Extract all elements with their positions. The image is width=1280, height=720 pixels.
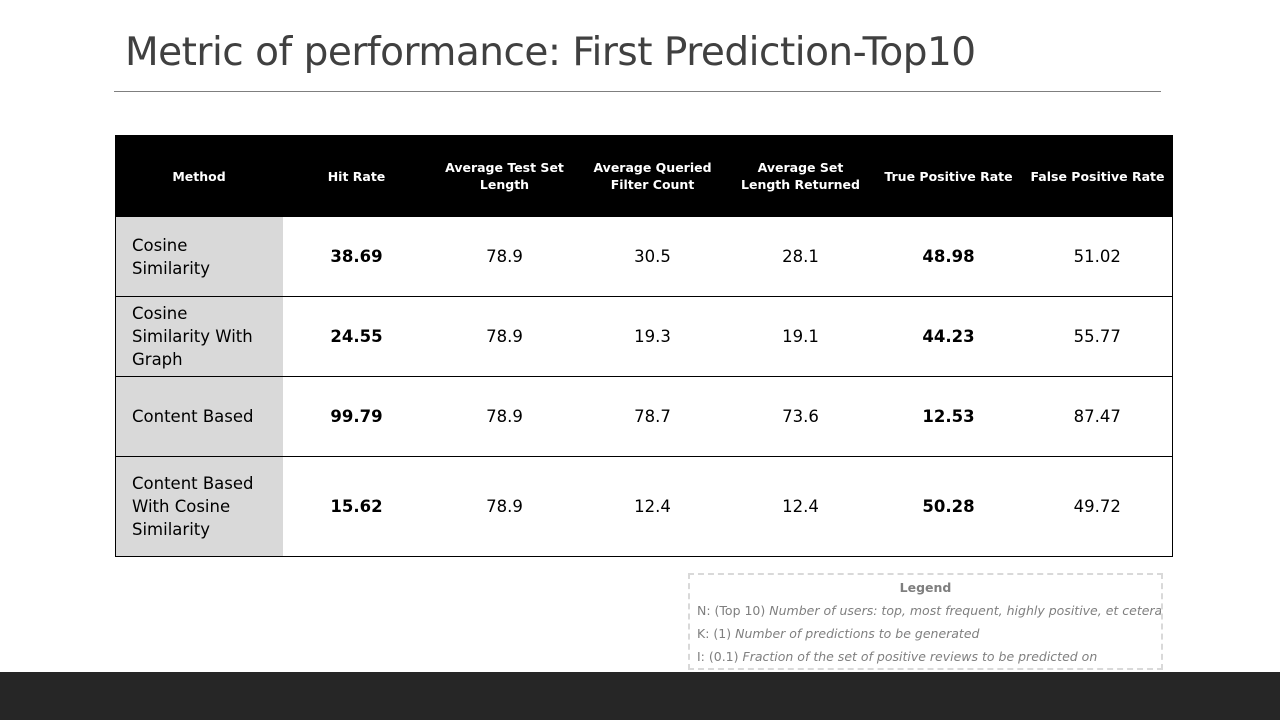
table-row: Cosine Similarity With Graph 24.55 78.9 …	[115, 296, 1173, 377]
true-positive-rate-cell: 44.23	[874, 296, 1023, 377]
set-length-returned-cell: 19.1	[726, 296, 875, 377]
false-positive-rate-cell: 87.47	[1022, 376, 1173, 457]
method-cell: Content Based With Cosine Similarity	[115, 456, 283, 557]
legend-key: I: (0.1)	[697, 649, 739, 664]
true-positive-rate-cell: 50.28	[874, 456, 1023, 557]
table-row: Content Based With Cosine Similarity 15.…	[115, 456, 1173, 557]
true-positive-rate-cell: 12.53	[874, 376, 1023, 457]
hit-rate-cell: 24.55	[282, 296, 431, 377]
legend-item: I: (0.1) Fraction of the set of positive …	[690, 645, 1161, 668]
set-length-returned-cell: 73.6	[726, 376, 875, 457]
header-average-queried-filter-count: Average Queried Filter Count	[578, 135, 727, 217]
test-set-length-cell: 78.9	[430, 376, 579, 457]
method-cell: Content Based	[115, 376, 283, 457]
slide-title: Metric of performance: First Prediction-…	[125, 30, 976, 75]
test-set-length-cell: 78.9	[430, 216, 579, 297]
queried-filter-count-cell: 12.4	[578, 456, 727, 557]
title-divider	[114, 91, 1161, 92]
table-row: Content Based 99.79 78.9 78.7 73.6 12.53…	[115, 376, 1173, 457]
hit-rate-cell: 15.62	[282, 456, 431, 557]
legend-title: Legend	[899, 580, 952, 595]
queried-filter-count-cell: 19.3	[578, 296, 727, 377]
legend-item: K: (1) Number of predictions to be genera…	[690, 622, 1161, 645]
header-hit-rate: Hit Rate	[282, 135, 431, 217]
bottom-bar	[0, 672, 1280, 720]
set-length-returned-cell: 12.4	[726, 456, 875, 557]
legend-box: Legend N: (Top 10) Number of users: top, …	[688, 573, 1163, 670]
header-false-positive-rate: False Positive Rate	[1022, 135, 1173, 217]
true-positive-rate-cell: 48.98	[874, 216, 1023, 297]
table-row: Cosine Similarity 38.69 78.9 30.5 28.1 4…	[115, 216, 1173, 297]
false-positive-rate-cell: 49.72	[1022, 456, 1173, 557]
header-average-test-set-length: Average Test Set Length	[430, 135, 579, 217]
legend-description: Fraction of the set of positive reviews …	[742, 649, 1098, 664]
method-cell: Cosine Similarity With Graph	[115, 296, 283, 377]
queried-filter-count-cell: 78.7	[578, 376, 727, 457]
method-cell: Cosine Similarity	[115, 216, 283, 297]
header-average-set-length-returned: Average Set Length Returned	[726, 135, 875, 217]
queried-filter-count-cell: 30.5	[578, 216, 727, 297]
metrics-table: Method Hit Rate Average Test Set Length …	[115, 135, 1173, 557]
legend-description: Number of predictions to be generated	[735, 626, 980, 641]
header-true-positive-rate: True Positive Rate	[874, 135, 1023, 217]
test-set-length-cell: 78.9	[430, 296, 579, 377]
set-length-returned-cell: 28.1	[726, 216, 875, 297]
hit-rate-cell: 38.69	[282, 216, 431, 297]
legend-item: N: (Top 10) Number of users: top, most fr…	[690, 599, 1161, 622]
table-header-row: Method Hit Rate Average Test Set Length …	[115, 135, 1173, 217]
false-positive-rate-cell: 55.77	[1022, 296, 1173, 377]
legend-description: Number of users: top, most frequent, hig…	[769, 603, 1163, 618]
header-method: Method	[115, 135, 283, 217]
legend-key: N: (Top 10)	[697, 603, 766, 618]
test-set-length-cell: 78.9	[430, 456, 579, 557]
legend-key: K: (1)	[697, 626, 732, 641]
hit-rate-cell: 99.79	[282, 376, 431, 457]
false-positive-rate-cell: 51.02	[1022, 216, 1173, 297]
